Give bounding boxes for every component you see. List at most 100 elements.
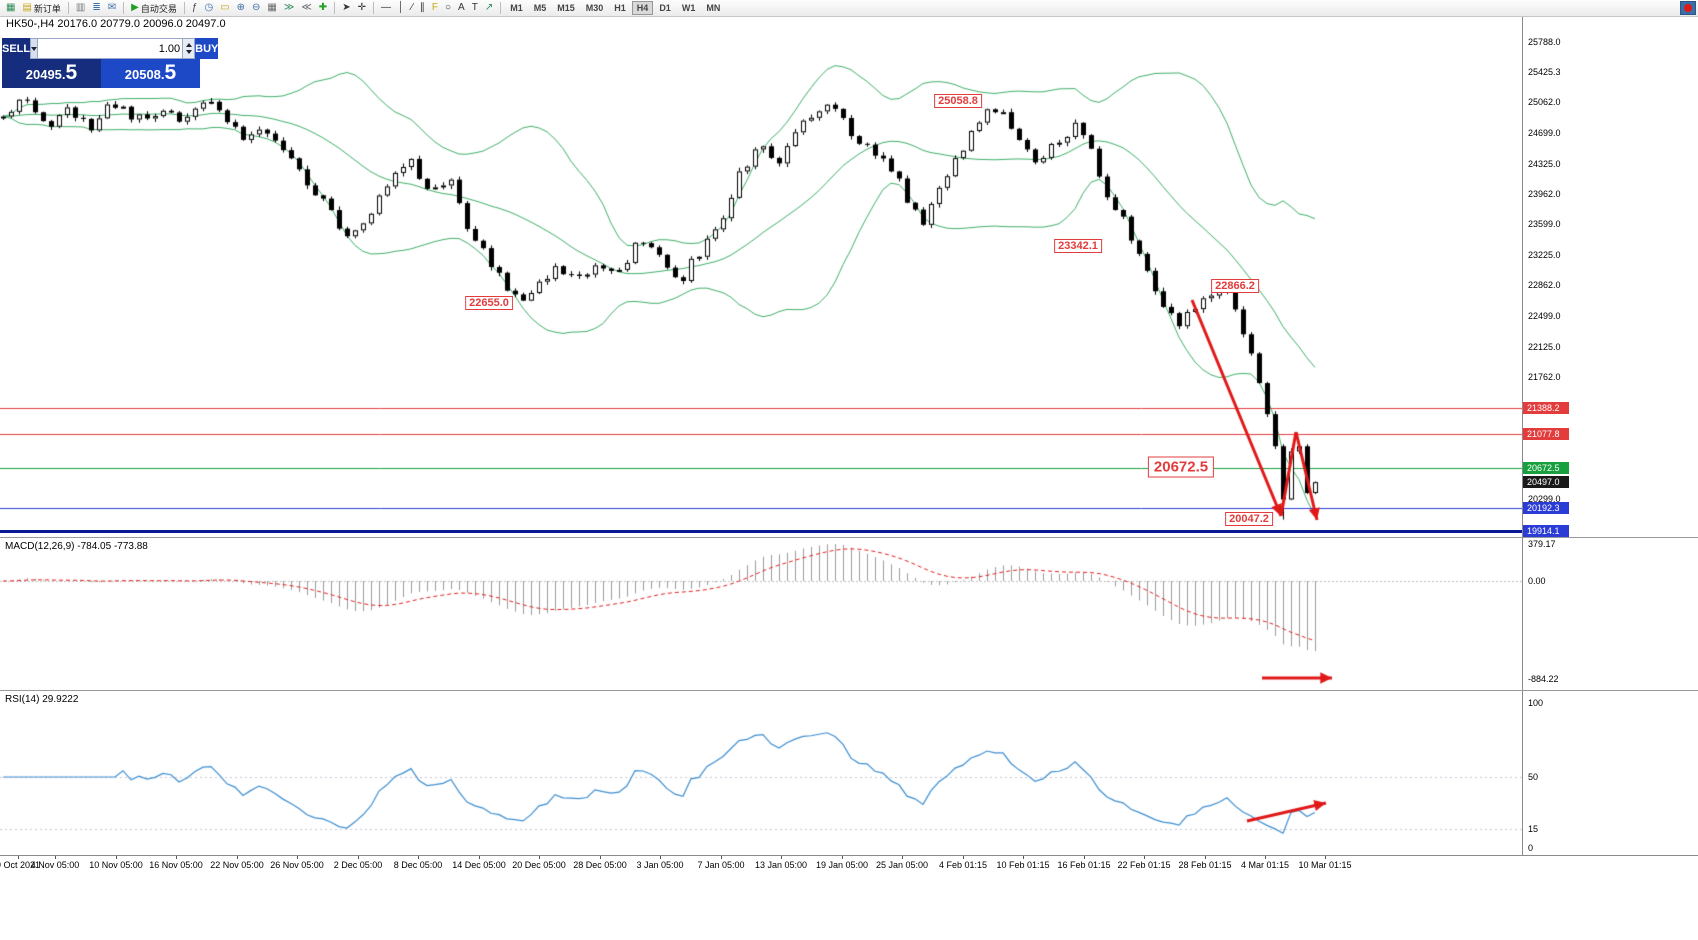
- mail-icon: ✉: [107, 2, 117, 13]
- period-clock-icon: ◷: [204, 2, 214, 13]
- time-axis-label: 4 Nov 05:00: [30, 860, 80, 870]
- profiles-button[interactable]: ▥: [73, 1, 88, 16]
- price-annotation[interactable]: 20672.5: [1147, 456, 1215, 478]
- timeframe-m15[interactable]: M15: [557, 3, 575, 13]
- volume-input[interactable]: [38, 39, 183, 58]
- sell-price-text: 20495.: [25, 67, 66, 82]
- new-order-button-label: 新订单: [33, 3, 61, 14]
- main-chart-canvas[interactable]: [0, 16, 1522, 537]
- timeframe-m5[interactable]: M5: [533, 3, 547, 13]
- chart-shift-button[interactable]: ≪: [298, 1, 314, 16]
- time-axis-label: 22 Nov 05:00: [210, 860, 264, 870]
- arrows-icon: ↗: [484, 2, 494, 13]
- panel-divider[interactable]: [0, 690, 1698, 691]
- timeframe-w1[interactable]: W1: [681, 3, 696, 13]
- price-scale[interactable]: 25788.0 25425.3 25062.0 24699.0 24325.0 23962…: [1522, 16, 1698, 537]
- rsi-scale[interactable]: 100 50 15 0: [1522, 691, 1698, 855]
- new-chart-icon: ▦: [6, 2, 16, 13]
- rsi-label: RSI(14) 29.9222: [5, 694, 79, 705]
- macd-scale[interactable]: 379.17 0.00 -884.22: [1522, 538, 1698, 690]
- tile-windows-icon: ▦: [267, 2, 277, 13]
- zoom-out-button[interactable]: ⊖: [249, 1, 263, 16]
- templates-icon: ▭: [220, 2, 230, 13]
- crosshair-icon: ✛: [357, 2, 366, 13]
- macd-scale-tick: 379.17: [1528, 539, 1556, 549]
- channel-button[interactable]: ∥: [417, 1, 428, 16]
- zoom-out-icon: ⊖: [252, 2, 261, 13]
- trendline-button[interactable]: ∕: [408, 1, 416, 16]
- sell-price-big-digit: 5: [65, 61, 78, 84]
- auto-scroll-icon: ≫: [283, 2, 295, 13]
- sell-button[interactable]: SELL: [2, 38, 31, 59]
- horizontal-line-button[interactable]: ―: [378, 1, 394, 16]
- rsi-panel: 100 50 15 0 RSI(14) 29.9222: [0, 691, 1698, 855]
- timeframe-h1[interactable]: H1: [614, 3, 626, 13]
- label-button[interactable]: T: [469, 1, 481, 16]
- price-scale-tick: 25788.0: [1528, 37, 1561, 47]
- time-axis-tick: [116, 856, 117, 859]
- volume-stepper[interactable]: [182, 39, 195, 58]
- price-annotation[interactable]: 22655.0: [465, 296, 513, 310]
- new-order-button[interactable]: ▤ 新订单: [19, 1, 63, 16]
- time-axis-tick: [1084, 856, 1085, 859]
- auto-scroll-button[interactable]: ≫: [281, 1, 297, 16]
- text-button[interactable]: A: [455, 1, 468, 16]
- crosshair-button[interactable]: ✛: [355, 1, 369, 16]
- time-axis-label: 8 Dec 05:00: [393, 860, 443, 870]
- time-axis-tick: [781, 856, 782, 859]
- toolbar-separator: [183, 2, 185, 14]
- ellipse-button[interactable]: ○: [442, 1, 454, 16]
- zoom-in-button[interactable]: ⊕: [234, 1, 248, 16]
- timeframe-d1[interactable]: D1: [659, 3, 671, 13]
- vertical-line-icon: │: [397, 2, 405, 13]
- sell-price[interactable]: 20495. 5: [2, 59, 101, 88]
- mail-button[interactable]: ✉: [105, 1, 119, 16]
- macd-label: MACD(12,26,9) -784.05 -773.88: [5, 541, 148, 552]
- macd-canvas[interactable]: [0, 538, 1522, 690]
- price-annotation[interactable]: 22866.2: [1211, 279, 1259, 293]
- price-annotation[interactable]: 20047.2: [1225, 512, 1273, 526]
- volume-dropdown[interactable]: [30, 38, 39, 59]
- new-order-icon: ▤: [22, 2, 32, 13]
- period-clock-button[interactable]: ◷: [201, 1, 216, 16]
- indicators-button[interactable]: ƒ: [189, 1, 201, 16]
- time-axis-tick: [902, 856, 903, 859]
- buy-price[interactable]: 20508. 5: [101, 59, 200, 88]
- time-axis[interactable]: 9 Oct 2021 4 Nov 05:00 10 Nov 05:00 16 Nov …: [0, 855, 1698, 872]
- panel-divider[interactable]: [0, 537, 1698, 538]
- price-annotation[interactable]: 25058.8: [934, 94, 982, 108]
- trendline-icon: ∕: [411, 2, 413, 13]
- price-line-label: 21077.8: [1523, 427, 1569, 440]
- fibonacci-button[interactable]: F: [429, 1, 441, 16]
- autotrading-button[interactable]: ▶ 自动交易: [128, 1, 180, 16]
- spinner-down-icon: [185, 50, 192, 55]
- templates-button[interactable]: ▭: [217, 1, 232, 16]
- price-scale-tick: 25425.3: [1528, 67, 1561, 78]
- time-axis-label: 26 Nov 05:00: [270, 860, 324, 870]
- price-annotation[interactable]: 23342.1: [1054, 239, 1102, 253]
- cursor-button[interactable]: ➤: [339, 1, 353, 16]
- add-object-button[interactable]: ✚: [316, 1, 330, 16]
- price-line-label: 20497.0: [1523, 476, 1569, 489]
- support-line-19914[interactable]: [0, 530, 1698, 533]
- buy-button[interactable]: BUY: [195, 38, 219, 59]
- time-axis-label: 10 Feb 01:15: [996, 860, 1050, 870]
- market-watch-button[interactable]: ≣: [89, 1, 103, 16]
- time-axis-label: 13 Jan 05:00: [754, 860, 808, 870]
- cursor-icon: ➤: [342, 2, 351, 13]
- timeframe-m30[interactable]: M30: [585, 3, 604, 13]
- timeframe-m1[interactable]: M1: [510, 3, 523, 13]
- rsi-scale-tick: 15: [1528, 823, 1539, 834]
- timeframe-h4[interactable]: H4: [631, 1, 654, 15]
- tile-windows-button[interactable]: ▦: [264, 1, 279, 16]
- timeframe-mn[interactable]: MN: [706, 3, 721, 13]
- price-line-label: 20672.5: [1523, 461, 1569, 474]
- rsi-scale-tick: 0: [1528, 843, 1534, 853]
- rsi-canvas[interactable]: [0, 691, 1522, 855]
- vertical-line-button[interactable]: │: [395, 1, 407, 16]
- ellipse-icon: ○: [445, 2, 452, 13]
- arrows-button[interactable]: ↗: [482, 1, 496, 16]
- price-scale-tick: 21762.0: [1528, 371, 1561, 382]
- new-chart-button[interactable]: ▦: [3, 1, 18, 16]
- time-axis-tick: [539, 856, 540, 859]
